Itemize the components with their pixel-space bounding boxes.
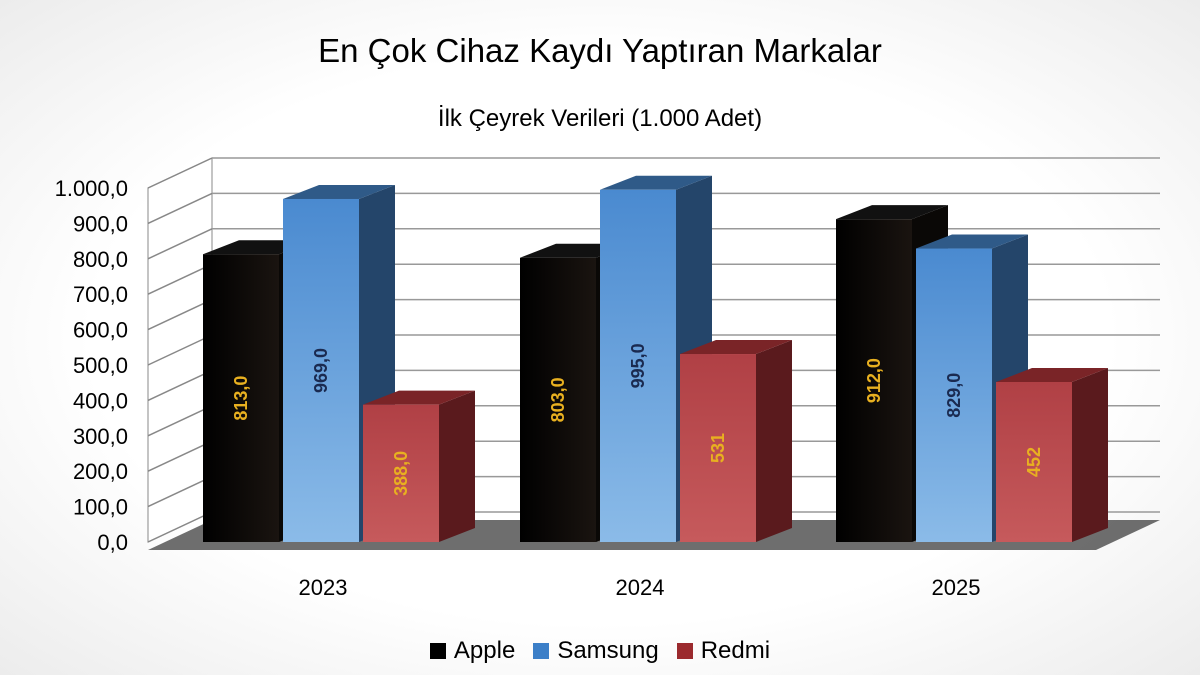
y-tick-label: 200,0 xyxy=(73,459,128,484)
data-label: 813,0 xyxy=(231,376,251,421)
x-axis: 2023 2024 2025 xyxy=(299,575,981,600)
data-label: 995,0 xyxy=(628,343,648,388)
y-tick-label: 400,0 xyxy=(73,388,128,413)
data-label: 803,0 xyxy=(548,377,568,422)
y-tick-label: 0,0 xyxy=(97,530,128,555)
legend-label: Apple xyxy=(454,637,515,665)
data-label: 912,0 xyxy=(864,358,884,403)
x-tick-label: 2025 xyxy=(932,575,981,600)
legend-label: Samsung xyxy=(557,637,658,665)
chart-plot-area: 0,0 100,0 200,0 300,0 400,0 500,0 600,0 700,0 80… xyxy=(0,0,1200,675)
y-tick-label: 800,0 xyxy=(73,247,128,272)
bar-redmi-2023: 388,0 xyxy=(363,391,475,542)
y-tick-label: 700,0 xyxy=(73,282,128,307)
legend: Apple Samsung Redmi xyxy=(0,637,1200,665)
x-tick-label: 2023 xyxy=(299,575,348,600)
x-tick-label: 2024 xyxy=(616,575,665,600)
y-tick-label: 500,0 xyxy=(73,353,128,378)
y-axis: 0,0 100,0 200,0 300,0 400,0 500,0 600,0 700,0 80… xyxy=(55,176,128,555)
y-tick-label: 1.000,0 xyxy=(55,176,128,201)
legend-swatch-samsung xyxy=(533,643,549,659)
legend-item-apple: Apple xyxy=(430,637,515,665)
y-tick-label: 300,0 xyxy=(73,424,128,449)
y-tick-label: 100,0 xyxy=(73,495,128,520)
legend-item-samsung: Samsung xyxy=(533,637,658,665)
y-tick-label: 900,0 xyxy=(73,211,128,236)
legend-label: Redmi xyxy=(701,637,770,665)
y-tick-label: 600,0 xyxy=(73,318,128,343)
bar-redmi-2024: 531 xyxy=(680,340,792,542)
data-label: 388,0 xyxy=(391,451,411,496)
data-label: 531 xyxy=(708,433,728,463)
data-label: 969,0 xyxy=(311,348,331,393)
legend-swatch-apple xyxy=(430,643,446,659)
bar-redmi-2025: 452 xyxy=(996,368,1108,542)
data-label: 829,0 xyxy=(944,373,964,418)
legend-swatch-redmi xyxy=(677,643,693,659)
bars: 813,0 969,0 388,0 803,0 995,0 531 912,0 829,0 45… xyxy=(203,176,1108,542)
data-label: 452 xyxy=(1024,447,1044,477)
legend-item-redmi: Redmi xyxy=(677,637,770,665)
